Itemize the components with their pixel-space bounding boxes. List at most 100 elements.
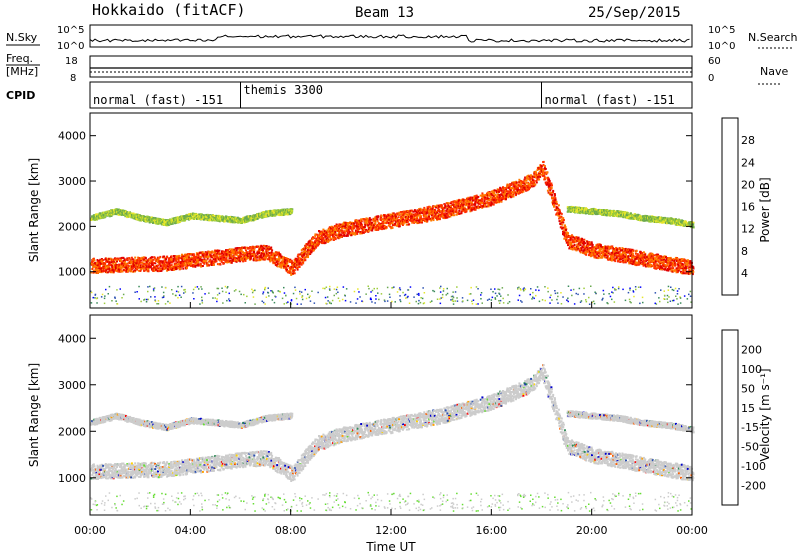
power-cell (189, 258, 192, 261)
power-cell (274, 262, 276, 265)
power-cell (182, 267, 185, 270)
power-cell (280, 266, 283, 269)
power-cell (137, 258, 140, 261)
power-cell (222, 253, 225, 256)
power-cell (248, 250, 251, 253)
date-title: 25/Sep/2015 (588, 5, 681, 21)
power-cell (293, 265, 296, 268)
power-cell (353, 232, 356, 235)
power-cell (95, 269, 97, 272)
power-cell (551, 184, 553, 187)
power-cell (263, 253, 266, 256)
power-cell (290, 272, 293, 275)
power-cell (124, 268, 127, 271)
power-cell (151, 256, 154, 259)
power-cell (280, 265, 283, 267)
power-cell (400, 211, 403, 213)
power-cell (223, 256, 226, 259)
power-cell (607, 250, 610, 253)
power-cell (251, 248, 253, 251)
power-cell (179, 264, 182, 267)
power-cell (438, 218, 441, 221)
power-cell (601, 256, 603, 259)
power-cell (113, 260, 116, 263)
power-cell (285, 264, 288, 267)
power-cell (639, 250, 642, 253)
power-cell (499, 187, 502, 190)
power-cell (253, 249, 256, 251)
power-cell (173, 257, 176, 260)
power-cell (381, 228, 383, 231)
power-cell (317, 243, 320, 246)
power-cell (366, 219, 369, 222)
power-cell (262, 249, 265, 252)
power-cell (498, 194, 501, 196)
power-cell (142, 256, 145, 259)
power-cell (171, 267, 174, 270)
power-cell (153, 265, 156, 268)
power-cell (430, 219, 433, 222)
power-cell (564, 226, 567, 228)
power-cell (314, 233, 317, 236)
power-cell (268, 258, 270, 261)
power-cell (205, 254, 208, 257)
power-cell (128, 257, 131, 260)
power-cell (145, 266, 148, 269)
power-cell (684, 259, 687, 262)
power-cell (265, 250, 268, 253)
power-cell (100, 259, 103, 262)
power-cell (650, 263, 652, 266)
power-cell (119, 266, 122, 269)
power-cell (123, 263, 126, 266)
power-cell (561, 223, 564, 226)
power-cell (376, 218, 379, 221)
power-cell (265, 256, 268, 259)
power-cell (132, 259, 135, 262)
power-cell (176, 265, 179, 268)
power-cell (189, 260, 192, 262)
power-cell (185, 255, 188, 258)
power-cell (219, 257, 222, 260)
power-cell (163, 262, 166, 265)
power-cell (197, 263, 200, 266)
power-cell (644, 253, 647, 256)
power-cell (96, 266, 99, 269)
power-cell (232, 248, 235, 251)
power-cell (175, 256, 178, 259)
power-cell (234, 259, 236, 262)
power-cell (194, 257, 197, 260)
power-cell (688, 269, 691, 272)
power-cell (110, 271, 113, 274)
power-cell (94, 264, 97, 267)
power-cell (245, 249, 247, 252)
power-cell (231, 251, 234, 254)
power-cell (283, 265, 285, 268)
power-cell (184, 260, 187, 263)
power-cell (544, 167, 547, 170)
power-cell (204, 261, 207, 264)
power-cell (111, 269, 114, 271)
power-cell (273, 256, 276, 259)
power-cell (145, 268, 148, 271)
freq-tick-top-left: 18 (65, 56, 78, 67)
power-cell (239, 251, 242, 254)
power-cell (487, 205, 490, 208)
power-cell (519, 188, 522, 191)
power-cell (448, 202, 451, 205)
power-cell (228, 250, 231, 253)
power-cell (382, 222, 385, 225)
power-cell (147, 269, 150, 272)
power-cell (619, 258, 621, 261)
power-cell (661, 267, 664, 270)
power-cell (481, 192, 484, 195)
power-cell (245, 255, 248, 258)
freq-tick-bottom-left: 8 (70, 73, 76, 84)
power-cell (477, 195, 480, 198)
power-cell (681, 262, 684, 265)
power-cell (444, 205, 447, 208)
nsearch-label: N.Search (748, 31, 798, 44)
power-cell (199, 262, 202, 265)
power-cell (231, 256, 234, 259)
power-cell (291, 263, 294, 266)
